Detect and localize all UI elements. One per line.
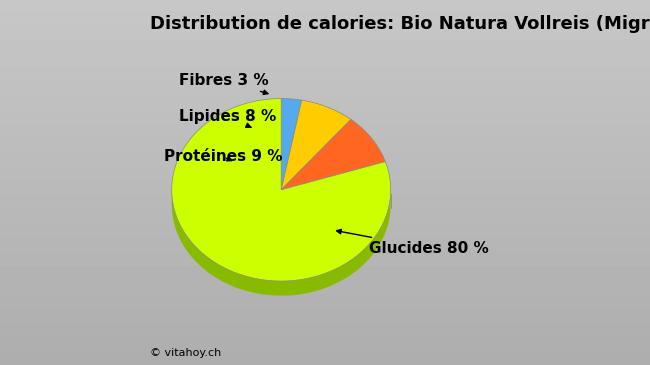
PathPatch shape xyxy=(172,99,391,281)
PathPatch shape xyxy=(172,190,391,296)
Text: Glucides 80 %: Glucides 80 % xyxy=(337,229,489,256)
Text: Distribution de calories: Bio Natura Vollreis (Migros): Distribution de calories: Bio Natura Vol… xyxy=(150,15,650,32)
Text: © vitahoy.ch: © vitahoy.ch xyxy=(150,348,221,358)
Text: Lipides 8 %: Lipides 8 % xyxy=(179,109,276,127)
PathPatch shape xyxy=(281,100,351,190)
PathPatch shape xyxy=(281,99,302,190)
Text: Protéines 9 %: Protéines 9 % xyxy=(164,149,283,165)
PathPatch shape xyxy=(281,119,385,190)
Text: Fibres 3 %: Fibres 3 % xyxy=(179,73,268,95)
